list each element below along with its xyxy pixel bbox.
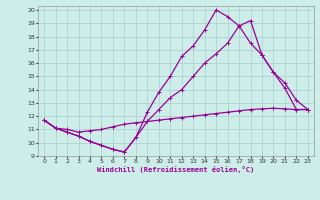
X-axis label: Windchill (Refroidissement éolien,°C): Windchill (Refroidissement éolien,°C) bbox=[97, 166, 255, 173]
